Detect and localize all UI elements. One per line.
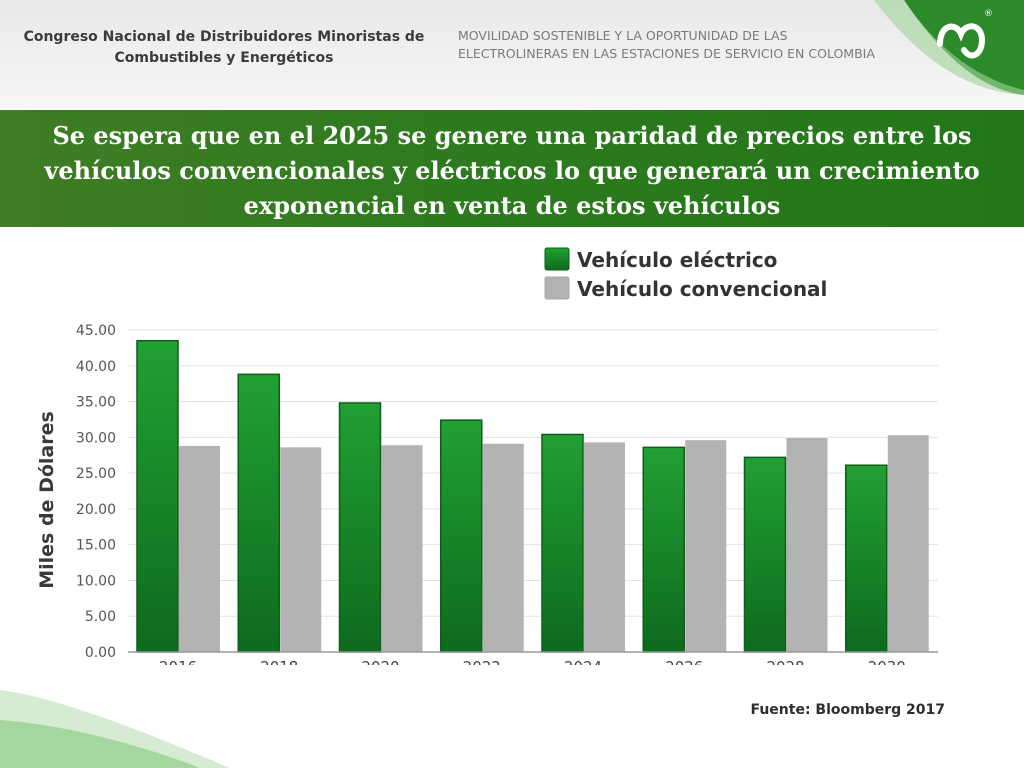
headline-line3: exponencial en venta de estos vehículos [243, 191, 781, 220]
x-tick-label: 2026 [665, 658, 703, 665]
bar-electric-2020 [338, 402, 382, 653]
legend-label-electric: Vehículo eléctrico [577, 248, 777, 272]
y-tick-label: 35.00 [76, 395, 116, 411]
x-tick-label: 2028 [766, 658, 804, 665]
bar-conventional-2028 [786, 438, 828, 652]
bottom-swoosh [0, 690, 230, 768]
corner-swoosh: ® [874, 0, 1024, 95]
legend-label-conventional: Vehículo convencional [577, 277, 827, 301]
y-tick-label: 15.00 [76, 538, 116, 554]
legend-swatch-electric [544, 247, 570, 271]
headline-line1: Se espera que en el 2025 se genere una p… [52, 121, 972, 150]
chart-legend: Vehículo eléctrico Vehículo convencional [544, 247, 827, 301]
bar-electric-2022 [440, 419, 483, 653]
bar-conventional-2020 [381, 445, 423, 652]
y-tick-label: 40.00 [76, 359, 116, 375]
legend-swatch-conventional [544, 276, 570, 300]
bar-electric-2026 [642, 446, 685, 653]
x-tick-label: 2018 [260, 658, 298, 665]
y-tick-label: 45.00 [76, 323, 116, 339]
bar-conventional-2024 [584, 442, 625, 652]
x-tick-label: 2024 [564, 658, 602, 665]
subject-line1: MOVILIDAD SOSTENIBLE Y LA OPORTUNIDAD DE… [458, 28, 788, 43]
headline-line2: vehículos convencionales y eléctricos lo… [44, 156, 980, 185]
x-tick-label: 2022 [463, 658, 501, 665]
bar-conventional-2026 [685, 440, 727, 652]
y-tick-label: 10.00 [76, 573, 116, 589]
presentation-subject: MOVILIDAD SOSTENIBLE Y LA OPORTUNIDAD DE… [458, 27, 928, 63]
bar-conventional-2030 [887, 435, 929, 652]
y-tick-label: 30.00 [76, 430, 116, 446]
congress-title: Congreso Nacional de Distribuidores Mino… [18, 27, 430, 69]
bar-electric-2018 [237, 373, 280, 653]
x-tick-label: 2030 [868, 658, 906, 665]
chart-axes: 0.00 5.00 10.00 15.00 20.00 25.00 30.00 35.00 40… [76, 323, 938, 665]
headline-banner: Se espera que en el 2025 se genere una p… [0, 110, 1024, 227]
x-tick-label: 2020 [361, 658, 399, 665]
chart-bars [136, 339, 929, 653]
price-comparison-chart: 0.00 5.00 10.00 15.00 20.00 25.00 30.00 35.00 40… [36, 247, 938, 665]
subject-line2: ELECTROLINERAS EN LAS ESTACIONES DE SERV… [458, 46, 875, 61]
y-axis-title: Miles de Dólares [36, 411, 58, 589]
bar-conventional-2022 [482, 443, 524, 652]
y-tick-label: 20.00 [76, 502, 116, 518]
x-tick-label: 2016 [159, 658, 197, 665]
congress-title-line1: Congreso Nacional de Distribuidores Mino… [23, 29, 425, 45]
y-tick-label: 0.00 [85, 645, 116, 661]
bar-electric-2030 [845, 464, 888, 653]
source-note: Fuente: Bloomberg 2017 [750, 702, 945, 718]
header-band [0, 0, 1024, 108]
bar-electric-2028 [743, 456, 787, 653]
registered-mark: ® [984, 9, 993, 19]
bar-electric-2024 [541, 433, 584, 653]
bar-conventional-2016 [179, 445, 220, 652]
bar-electric-2016 [136, 339, 179, 653]
bar-conventional-2018 [280, 447, 322, 652]
y-tick-label: 25.00 [76, 466, 116, 482]
m-logo-icon [937, 23, 986, 59]
y-tick-label: 5.00 [85, 609, 116, 625]
congress-title-line2: Combustibles y Energéticos [114, 50, 334, 66]
